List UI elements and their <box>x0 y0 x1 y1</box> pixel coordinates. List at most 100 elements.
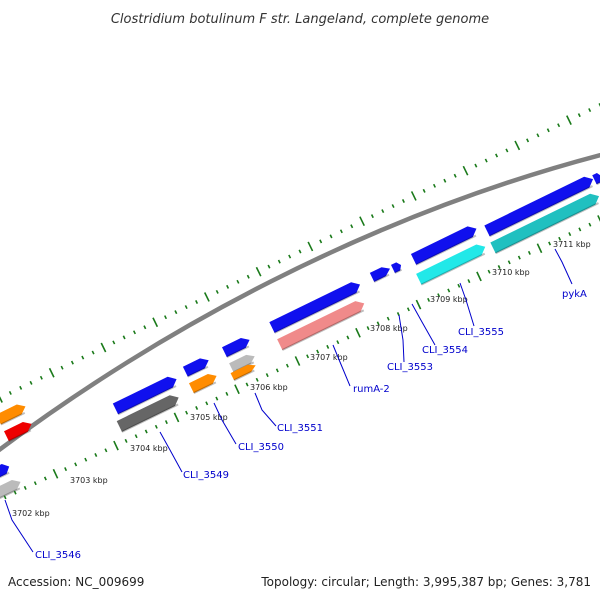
tick-minor <box>134 434 138 439</box>
feature-arrow-shadow <box>394 268 403 274</box>
tick-minor <box>265 373 269 378</box>
genome-backbone <box>0 152 600 453</box>
leader-line <box>459 282 475 327</box>
gene-label-cli-3554[interactable]: CLI_3554 <box>422 345 468 356</box>
tick-minor <box>164 420 168 425</box>
tick-minor <box>81 355 85 360</box>
gene-label-cli-3546[interactable]: CLI_3546 <box>35 550 81 561</box>
tick-major <box>476 271 482 282</box>
tick-major <box>462 165 469 176</box>
feature-arrow-body <box>592 172 600 185</box>
tick-minor <box>386 316 390 321</box>
feature-arrow-body <box>189 373 217 394</box>
tick-minor <box>588 222 592 227</box>
tick-minor <box>568 232 572 237</box>
tick-minor <box>91 350 95 355</box>
tick-minor <box>74 462 78 467</box>
gene-arrow <box>0 464 10 480</box>
map-title: Clostridium botulinum F str. Langeland, … <box>111 12 489 27</box>
tick-major <box>355 327 361 338</box>
gene-label-ruma-2[interactable]: rumA-2 <box>353 384 390 395</box>
tick-minor <box>285 363 289 368</box>
tick-minor <box>517 255 521 260</box>
tick-minor <box>339 229 343 234</box>
gene-arrow <box>269 282 361 334</box>
tick-minor <box>391 204 395 209</box>
leader-line <box>254 392 277 427</box>
tick-minor <box>505 148 509 153</box>
feature-arrow-body <box>484 176 594 237</box>
gene-arrow <box>369 267 390 283</box>
gene-label-cli-3555[interactable]: CLI_3555 <box>458 327 504 338</box>
tick-minor <box>526 138 530 143</box>
tick-minor <box>70 360 74 365</box>
tick-minor <box>558 236 562 241</box>
tick-minor <box>427 297 431 302</box>
tick-minor <box>154 424 158 429</box>
tick-minor <box>29 380 33 385</box>
tick-minor <box>60 365 64 370</box>
feature-arrow-body <box>269 282 361 333</box>
gene-arrow <box>592 172 600 186</box>
gene-label-cli-3551[interactable]: CLI_3551 <box>277 423 323 434</box>
tick-minor <box>350 224 354 229</box>
leader-line <box>4 499 34 553</box>
scale-label: 3706 kbp <box>250 383 288 392</box>
tick-minor <box>401 199 405 203</box>
tick-minor <box>225 391 229 396</box>
leader-line <box>554 248 573 285</box>
scale-label: 3707 kbp <box>310 353 348 362</box>
tick-minor <box>329 234 333 239</box>
tick-minor <box>453 173 457 178</box>
feature-arrow-shadow <box>193 381 217 394</box>
feature-arrow-shadow <box>8 429 32 442</box>
feature-arrow-body <box>230 364 256 381</box>
gene-arrow <box>4 421 32 442</box>
gene-label-pyka[interactable]: pykA <box>562 289 587 300</box>
tick-minor <box>124 438 128 443</box>
scale-label: 3709 kbp <box>430 295 468 304</box>
genome-summary-text: Topology: circular; Length: 3,995,387 bp… <box>260 575 591 589</box>
tick-minor <box>94 453 98 457</box>
feature-arrow-body <box>222 337 250 358</box>
tick-minor <box>306 354 310 359</box>
tick-minor <box>13 490 17 495</box>
tick-minor <box>33 481 37 486</box>
feature-arrow-shadow <box>187 365 209 378</box>
gene-label-cli-3549[interactable]: CLI_3549 <box>183 470 229 481</box>
scale-label: 3704 kbp <box>130 444 168 453</box>
tick-minor <box>8 390 12 395</box>
tick-major <box>52 468 59 479</box>
tick-major <box>514 140 521 151</box>
gene-arrow <box>410 226 477 266</box>
tick-minor <box>226 284 230 289</box>
feature-arrow-body <box>277 301 365 350</box>
tick-minor <box>467 279 471 284</box>
tick-minor <box>316 349 320 354</box>
tick-minor <box>507 260 511 265</box>
tick-minor <box>236 279 240 284</box>
feature-arrow-shadow <box>489 185 593 238</box>
tick-minor <box>474 163 478 168</box>
tick-minor <box>497 265 501 269</box>
tick-minor <box>275 368 279 373</box>
feature-arrow-body <box>182 358 209 377</box>
tick-minor <box>370 214 374 219</box>
tick-minor <box>3 495 7 500</box>
feature-arrow-shadow <box>373 273 390 283</box>
feature-arrow-body <box>229 354 255 373</box>
scale-label: 3710 kbp <box>492 268 530 277</box>
leader-line <box>411 303 436 346</box>
tick-major <box>203 292 210 302</box>
tick-major <box>48 367 55 378</box>
tick-minor <box>215 396 219 401</box>
tick-minor <box>84 457 88 462</box>
gene-label-cli-3553[interactable]: CLI_3553 <box>387 362 433 373</box>
tick-minor <box>548 241 552 246</box>
tick-minor <box>495 153 499 158</box>
feature-arrow-body <box>416 244 486 285</box>
gene-arrow <box>230 364 256 382</box>
gene-label-cli-3550[interactable]: CLI_3550 <box>238 442 284 453</box>
tick-minor <box>536 133 540 138</box>
tick-minor <box>143 325 147 330</box>
